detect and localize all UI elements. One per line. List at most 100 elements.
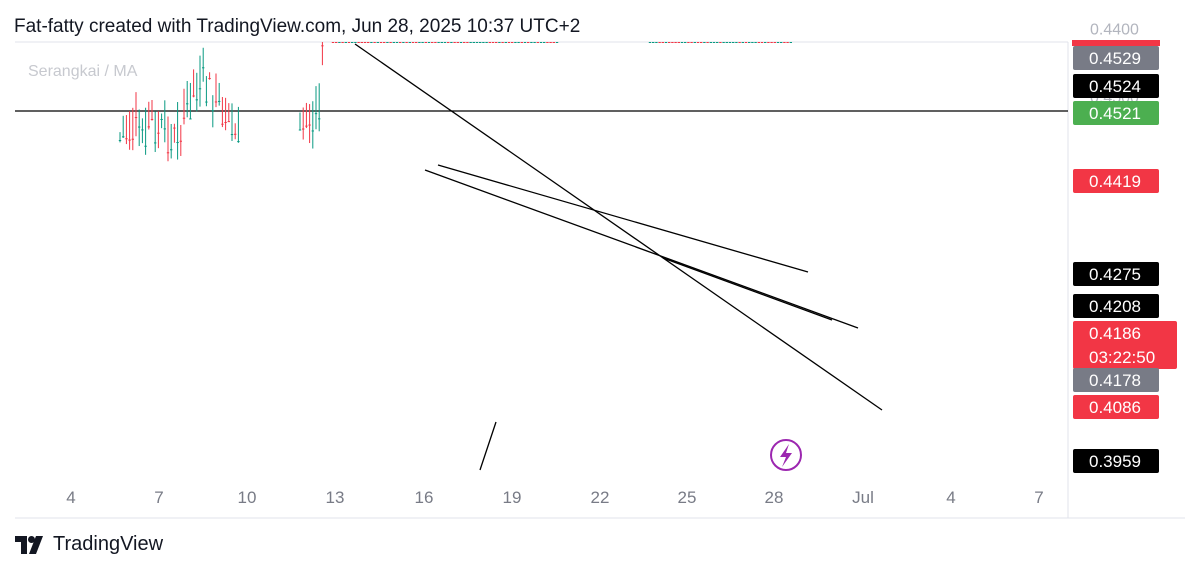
candle[interactable]: [395, 42, 399, 43]
candle[interactable]: [680, 42, 684, 43]
candle[interactable]: [664, 42, 668, 43]
candle[interactable]: [230, 103, 234, 141]
candle[interactable]: [511, 42, 514, 43]
candle[interactable]: [195, 72, 198, 112]
candle[interactable]: [347, 42, 351, 43]
candle[interactable]: [543, 42, 546, 43]
candle[interactable]: [716, 42, 719, 43]
candle[interactable]: [208, 72, 211, 80]
candle[interactable]: [504, 42, 507, 43]
trend-line[interactable]: [479, 421, 497, 471]
candle[interactable]: [128, 111, 131, 150]
trend-line[interactable]: [424, 169, 859, 329]
candle[interactable]: [684, 42, 687, 43]
candle[interactable]: [144, 107, 147, 155]
candle[interactable]: [700, 42, 703, 43]
candle[interactable]: [408, 42, 411, 43]
candle[interactable]: [741, 42, 744, 43]
candle[interactable]: [485, 42, 488, 43]
candle[interactable]: [517, 42, 520, 43]
candle[interactable]: [783, 42, 786, 43]
candle[interactable]: [386, 42, 389, 43]
price-label[interactable]: 0.4529: [1073, 46, 1159, 70]
candle[interactable]: [738, 42, 741, 43]
candle[interactable]: [447, 42, 450, 43]
candle[interactable]: [696, 42, 700, 43]
candle[interactable]: [418, 42, 421, 43]
candle[interactable]: [498, 42, 501, 43]
candle[interactable]: [351, 42, 354, 43]
candle[interactable]: [421, 42, 424, 43]
candle[interactable]: [298, 112, 302, 131]
candle[interactable]: [722, 42, 725, 43]
candle[interactable]: [757, 42, 760, 43]
candle[interactable]: [523, 42, 527, 43]
candle[interactable]: [179, 124, 182, 156]
candle[interactable]: [677, 42, 680, 43]
candle[interactable]: [456, 42, 459, 43]
candle[interactable]: [735, 42, 738, 43]
candle[interactable]: [122, 115, 125, 138]
candle[interactable]: [163, 100, 166, 143]
candle[interactable]: [354, 42, 357, 43]
price-label[interactable]: 0.4275: [1073, 262, 1159, 286]
candle[interactable]: [402, 42, 405, 43]
candle[interactable]: [314, 86, 318, 130]
candle[interactable]: [392, 42, 395, 43]
candle[interactable]: [389, 42, 392, 43]
candle[interactable]: [360, 42, 363, 43]
candle[interactable]: [131, 107, 134, 151]
candle[interactable]: [157, 111, 160, 149]
candle[interactable]: [321, 42, 324, 66]
candle[interactable]: [411, 42, 415, 43]
candle[interactable]: [674, 42, 677, 43]
candle[interactable]: [176, 102, 179, 160]
candle[interactable]: [141, 118, 144, 144]
candle[interactable]: [748, 42, 751, 43]
candle[interactable]: [221, 97, 224, 128]
price-label[interactable]: 0.4419: [1073, 169, 1159, 193]
candle[interactable]: [527, 42, 530, 43]
candle[interactable]: [202, 47, 205, 82]
candle[interactable]: [399, 42, 402, 43]
candle[interactable]: [661, 42, 664, 43]
candle[interactable]: [182, 88, 186, 125]
lightning-event-icon[interactable]: [770, 439, 802, 471]
candle[interactable]: [373, 42, 376, 43]
candle[interactable]: [706, 42, 709, 43]
candle[interactable]: [652, 42, 655, 43]
candle[interactable]: [728, 42, 732, 43]
candle[interactable]: [459, 42, 463, 43]
candle[interactable]: [367, 42, 370, 43]
candle[interactable]: [305, 102, 308, 129]
candle[interactable]: [302, 107, 305, 140]
candle[interactable]: [211, 95, 214, 128]
candle[interactable]: [712, 42, 716, 43]
candle[interactable]: [224, 97, 227, 131]
candle[interactable]: [357, 42, 360, 43]
candle[interactable]: [501, 42, 504, 43]
candle[interactable]: [463, 42, 466, 43]
candle[interactable]: [655, 42, 658, 43]
trend-line[interactable]: [354, 43, 883, 411]
tradingview-logo[interactable]: TradingView: [15, 533, 163, 556]
candle[interactable]: [450, 42, 453, 43]
trend-line[interactable]: [662, 257, 833, 321]
candle[interactable]: [434, 42, 437, 43]
candle[interactable]: [376, 42, 379, 43]
candle[interactable]: [671, 42, 674, 43]
candle[interactable]: [520, 42, 523, 43]
candle[interactable]: [539, 42, 543, 43]
candle[interactable]: [668, 42, 671, 43]
candle[interactable]: [549, 42, 552, 43]
price-label[interactable]: 0.4521: [1073, 101, 1159, 125]
candle[interactable]: [237, 106, 240, 143]
candle[interactable]: [344, 42, 347, 43]
candle[interactable]: [370, 42, 373, 43]
candle[interactable]: [424, 42, 427, 43]
candle[interactable]: [754, 42, 757, 43]
candle[interactable]: [687, 42, 690, 43]
candle[interactable]: [166, 116, 170, 162]
candle[interactable]: [218, 82, 221, 106]
